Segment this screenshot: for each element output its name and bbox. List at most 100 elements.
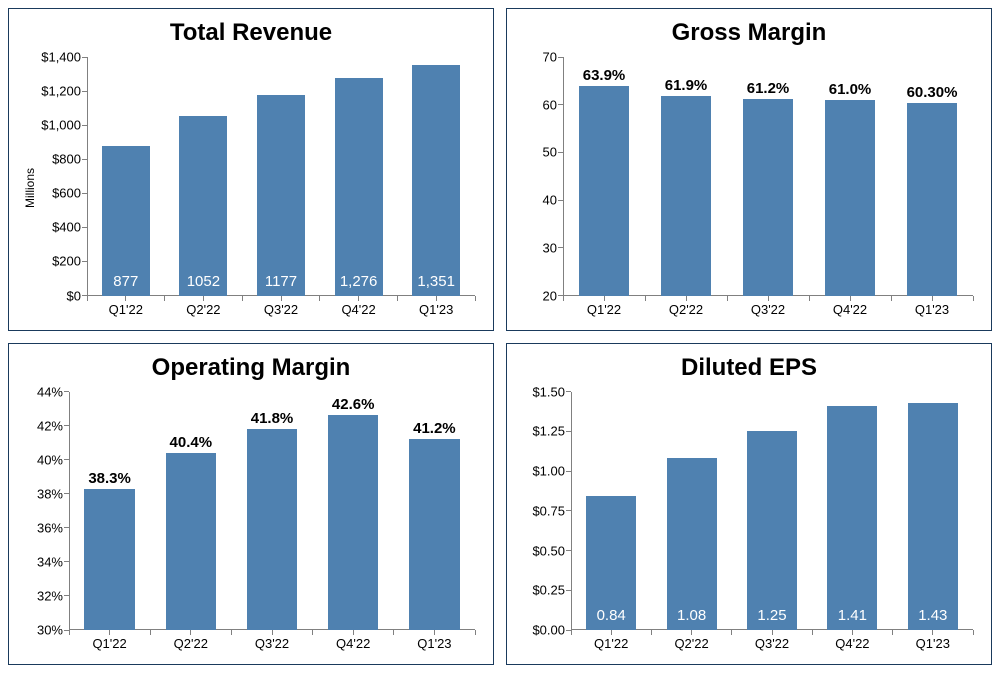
y-tick-label: $400 [52,220,87,235]
x-tick-label: Q2'22 [174,630,208,651]
bar-value-label: 877 [102,273,150,290]
bar-value-label: 1,351 [412,273,460,290]
y-tick-label: 42% [37,418,69,433]
bar-value-label: 42.6% [332,396,375,413]
x-tick-label: Q4'22 [835,630,869,651]
bar [166,453,216,630]
y-tick-label: $600 [52,186,87,201]
x-tick-label: Q1'23 [419,296,453,317]
y-tick-label: $0.25 [532,583,571,598]
chart-grid: Total Revenue Millions $0$200$400$600$80… [0,0,1000,673]
bar [328,415,378,630]
x-tick-mark-boundary [312,630,313,635]
bar-value-label: 60.30% [907,84,958,101]
bar [661,96,712,296]
y-tick-label: 38% [37,486,69,501]
bar-value-label: 61.0% [829,81,872,98]
x-tick-mark-boundary [727,296,728,301]
x-tick-mark-boundary [69,630,70,635]
x-tick-label: Q1'23 [915,296,949,317]
x-tick-label: Q1'23 [916,630,950,651]
y-tick-label: $0.75 [532,503,571,518]
bar: 1052 [179,116,227,295]
y-tick-label: $1,200 [41,84,87,99]
x-tick-label: Q4'22 [341,296,375,317]
x-tick-mark-boundary [973,296,974,301]
bar: 1.25 [747,431,797,630]
y-tick-label: 30% [37,623,69,638]
x-tick-label: Q3'22 [751,296,785,317]
y-tick-label: $1.25 [532,424,571,439]
y-tick-label: 30 [543,240,563,255]
x-tick-mark-boundary [891,296,892,301]
bar [409,439,459,630]
y-axis-line [69,392,70,631]
x-tick-mark-boundary [150,630,151,635]
chart-title: Operating Margin [9,354,493,382]
bar-value-label: 1.41 [827,607,877,624]
x-tick-label: Q1'22 [92,630,126,651]
y-tick-label: 40 [543,193,563,208]
x-tick-label: Q1'23 [417,630,451,651]
y-tick-label: $1,000 [41,118,87,133]
x-tick-label: Q3'22 [255,630,289,651]
bar [907,103,958,295]
y-axis-line [571,392,572,631]
x-tick-label: Q1'22 [587,296,621,317]
x-tick-label: Q3'22 [264,296,298,317]
y-tick-label: 70 [543,50,563,65]
panel-operating-margin: Operating Margin 30%32%34%36%38%40%42%44… [8,343,494,666]
bar-value-label: 1.08 [667,607,717,624]
y-tick-label: $1,400 [41,50,87,65]
x-tick-mark-boundary [87,296,88,301]
x-tick-mark-boundary [319,296,320,301]
bar [743,99,794,296]
plot-area: 20304050607063.9%Q1'2261.9%Q2'2261.2%Q3'… [563,57,973,296]
bar-value-label: 61.2% [747,80,790,97]
x-tick-label: Q1'22 [109,296,143,317]
y-axis-line [87,57,88,296]
bar-value-label: 38.3% [88,470,131,487]
y-tick-label: 32% [37,588,69,603]
chart-title: Total Revenue [9,19,493,47]
y-tick-label: $0.50 [532,543,571,558]
y-tick-label: 44% [37,384,69,399]
x-tick-label: Q2'22 [186,296,220,317]
bar-value-label: 61.9% [665,77,708,94]
bar: 0.84 [586,496,636,630]
y-tick-label: 60 [543,97,563,112]
plot-area: $0.00$0.25$0.50$0.75$1.00$1.25$1.500.84Q… [571,392,973,631]
x-tick-mark-boundary [812,630,813,635]
y-tick-label: $0.00 [532,623,571,638]
x-tick-mark-boundary [164,296,165,301]
bar-value-label: 1.43 [908,607,958,624]
x-tick-label: Q1'22 [594,630,628,651]
bar: 1,351 [412,65,460,295]
bar: 877 [102,146,150,295]
bar-value-label: 41.8% [251,410,294,427]
x-tick-mark-boundary [563,296,564,301]
y-tick-label: $0 [67,288,87,303]
panel-gross-margin: Gross Margin 20304050607063.9%Q1'2261.9%… [506,8,992,331]
bar-value-label: 1,276 [335,273,383,290]
bar-value-label: 40.4% [170,434,213,451]
x-tick-mark-boundary [571,630,572,635]
x-tick-mark-boundary [242,296,243,301]
bar: 1,276 [335,78,383,295]
x-tick-mark-boundary [651,630,652,635]
y-tick-label: 40% [37,452,69,467]
x-tick-mark-boundary [731,630,732,635]
y-tick-label: $1.50 [532,384,571,399]
y-tick-label: 36% [37,520,69,535]
bar: 1.43 [908,403,958,630]
bar: 1177 [257,95,305,296]
x-tick-mark-boundary [475,296,476,301]
y-tick-label: 34% [37,554,69,569]
bar-value-label: 1177 [257,273,305,290]
bar-value-label: 0.84 [586,607,636,624]
plot-area: 30%32%34%36%38%40%42%44%38.3%Q1'2240.4%Q… [69,392,475,631]
bar [579,86,630,295]
y-axis-title: Millions [23,168,37,208]
x-tick-mark-boundary [231,630,232,635]
x-tick-mark-boundary [475,630,476,635]
